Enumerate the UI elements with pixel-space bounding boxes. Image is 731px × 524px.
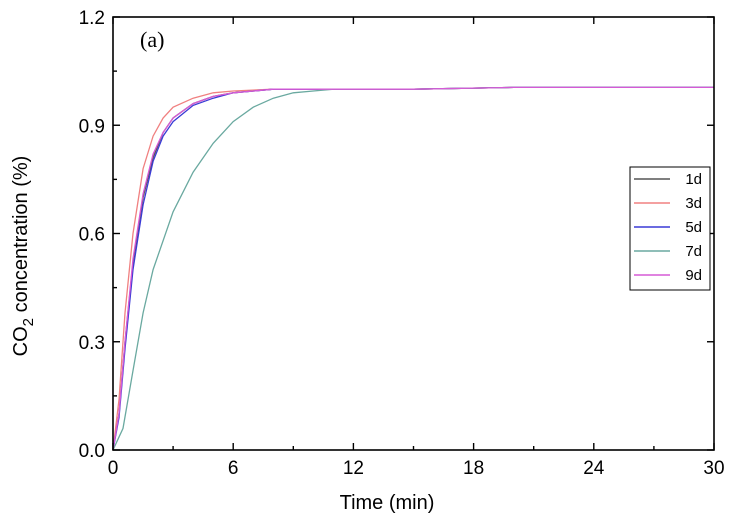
x-tick-label: 18: [463, 458, 484, 479]
x-axis: 0 6 12 18 24 30: [108, 17, 725, 479]
plot-frame: [112, 16, 715, 451]
y-axis-title: CO2 concentration (%): [10, 156, 37, 357]
x-tick-label: 0: [108, 458, 119, 479]
legend-label: 7d: [685, 243, 702, 260]
y-axis-title-main: CO: [10, 326, 32, 356]
legend: 1d 3d 5d 7d 9d: [629, 166, 711, 291]
x-tick-label: 12: [343, 458, 364, 479]
y-axis-title-subscript: 2: [20, 318, 37, 326]
legend-box: [629, 166, 711, 291]
legend-label: 1d: [685, 171, 702, 188]
series-line-5d: [112, 86, 714, 451]
y-tick-label: 0.0: [79, 441, 105, 462]
series-line-9d: [112, 86, 714, 451]
series-layer: [112, 86, 714, 451]
y-tick-label: 1.2: [79, 8, 105, 29]
legend-label: 3d: [685, 195, 702, 212]
x-axis-title: Time (min): [340, 492, 435, 514]
y-tick-label: 0.9: [79, 116, 105, 137]
y-tick-label: 0.3: [79, 333, 105, 354]
panel-label: (a): [140, 27, 164, 52]
series-line-7d: [112, 86, 714, 451]
x-tick-label: 30: [703, 458, 724, 479]
legend-label: 9d: [685, 267, 702, 284]
y-axis-title-rest: concentration (%): [10, 156, 32, 318]
series-line-1d: [112, 86, 714, 451]
x-tick-label: 6: [228, 458, 239, 479]
x-tick-label: 24: [583, 458, 605, 479]
y-axis: 0.0 0.3 0.6 0.9 1.2: [79, 8, 714, 462]
y-tick-label: 0.6: [79, 225, 105, 246]
series-line-3d: [112, 86, 714, 451]
legend-label: 5d: [685, 219, 702, 236]
